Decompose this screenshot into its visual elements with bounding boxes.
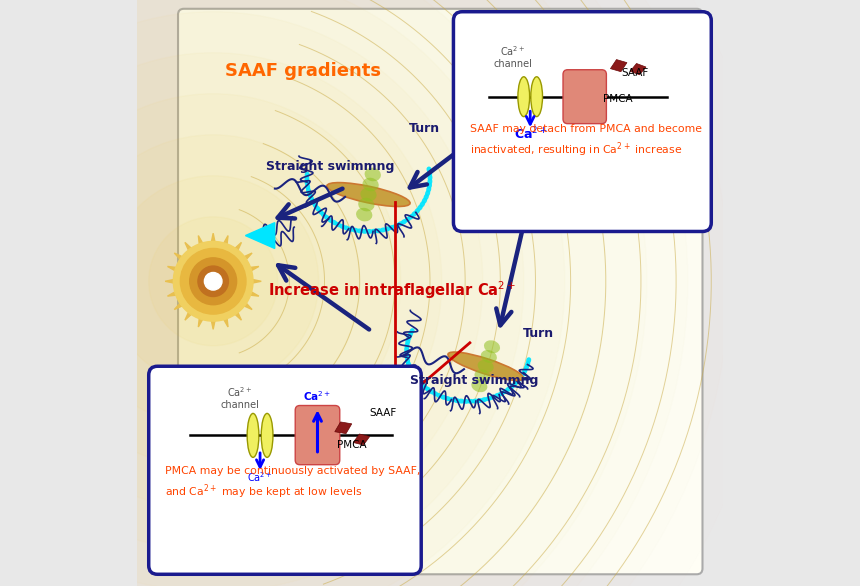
Polygon shape <box>185 243 199 259</box>
Ellipse shape <box>477 360 494 373</box>
Text: Ca$^{2+}$
channel: Ca$^{2+}$ channel <box>220 385 259 410</box>
Ellipse shape <box>247 414 259 457</box>
Polygon shape <box>168 287 186 296</box>
Circle shape <box>198 266 229 297</box>
Polygon shape <box>175 253 191 267</box>
Text: SAAF gradients: SAAF gradients <box>225 62 381 80</box>
Text: Ca$^{2+}$: Ca$^{2+}$ <box>304 390 332 403</box>
Ellipse shape <box>448 352 524 380</box>
Polygon shape <box>243 278 261 285</box>
Ellipse shape <box>518 77 530 117</box>
Polygon shape <box>236 296 252 309</box>
Polygon shape <box>228 243 242 259</box>
Circle shape <box>190 258 237 305</box>
Text: Increase in intraflagellar Ca$^{2+}$: Increase in intraflagellar Ca$^{2+}$ <box>268 280 516 301</box>
Ellipse shape <box>327 183 410 206</box>
FancyBboxPatch shape <box>149 366 421 574</box>
Polygon shape <box>219 236 228 254</box>
Polygon shape <box>241 287 259 296</box>
Polygon shape <box>185 304 199 320</box>
Circle shape <box>181 248 246 314</box>
Circle shape <box>205 272 222 290</box>
Ellipse shape <box>365 168 381 181</box>
Polygon shape <box>241 267 259 275</box>
Text: SAAF may detach from PMCA and become
inactivated, resulting in Ca$^{2+}$ increas: SAAF may detach from PMCA and become ina… <box>470 124 702 159</box>
Ellipse shape <box>471 379 488 392</box>
Text: Ca$^{2+}$: Ca$^{2+}$ <box>513 126 547 142</box>
Polygon shape <box>210 312 217 329</box>
Circle shape <box>190 258 237 305</box>
Polygon shape <box>168 267 186 275</box>
Polygon shape <box>219 309 228 327</box>
Polygon shape <box>199 236 207 254</box>
Ellipse shape <box>261 414 273 457</box>
Ellipse shape <box>356 208 372 222</box>
Circle shape <box>174 241 253 321</box>
Text: PMCA: PMCA <box>337 440 366 450</box>
Polygon shape <box>175 296 191 309</box>
Ellipse shape <box>484 340 500 353</box>
Text: Ca$^{2+}$: Ca$^{2+}$ <box>248 470 273 483</box>
Polygon shape <box>335 422 352 434</box>
Polygon shape <box>228 304 242 320</box>
Ellipse shape <box>481 350 497 363</box>
FancyBboxPatch shape <box>178 9 703 574</box>
Ellipse shape <box>475 370 490 383</box>
Circle shape <box>149 217 278 346</box>
Polygon shape <box>165 278 183 285</box>
Ellipse shape <box>359 198 374 212</box>
Polygon shape <box>210 233 217 251</box>
Polygon shape <box>199 309 207 327</box>
Polygon shape <box>630 63 646 75</box>
Text: Turn: Turn <box>523 327 554 340</box>
FancyBboxPatch shape <box>295 406 340 465</box>
Text: Ca$^{2+}$
channel: Ca$^{2+}$ channel <box>493 44 532 69</box>
Ellipse shape <box>531 77 543 117</box>
Polygon shape <box>245 223 274 248</box>
Polygon shape <box>611 60 627 71</box>
Text: Straight swimmng: Straight swimmng <box>409 374 538 387</box>
Ellipse shape <box>362 178 378 191</box>
FancyBboxPatch shape <box>453 12 711 231</box>
Text: SAAF: SAAF <box>621 68 648 78</box>
Text: Straight swimmng: Straight swimmng <box>267 160 395 173</box>
Text: Turn: Turn <box>408 122 439 135</box>
Polygon shape <box>353 434 370 445</box>
Ellipse shape <box>360 188 377 202</box>
Polygon shape <box>236 253 252 267</box>
Text: PMCA: PMCA <box>604 94 633 104</box>
FancyBboxPatch shape <box>563 70 606 124</box>
Text: SAAF: SAAF <box>369 408 396 418</box>
Text: PMCA may be continuously activated by SAAF,
and Ca$^{2+}$ may be kept at low lev: PMCA may be continuously activated by SA… <box>165 466 421 500</box>
